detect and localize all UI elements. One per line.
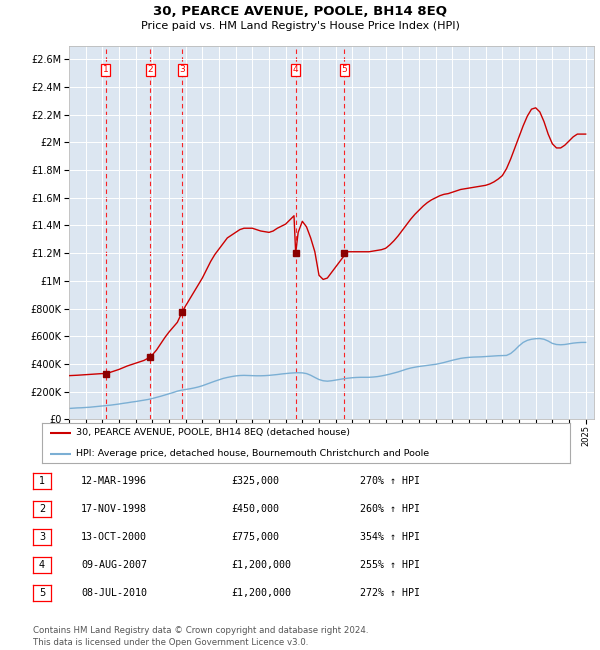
Text: 2: 2: [39, 504, 45, 514]
Text: HPI: Average price, detached house, Bournemouth Christchurch and Poole: HPI: Average price, detached house, Bour…: [76, 449, 430, 458]
Text: £775,000: £775,000: [231, 532, 279, 542]
Text: £1,200,000: £1,200,000: [231, 560, 291, 570]
Text: 12-MAR-1996: 12-MAR-1996: [81, 476, 147, 486]
Text: 3: 3: [179, 65, 185, 74]
Text: 1: 1: [39, 476, 45, 486]
Text: 1: 1: [103, 65, 109, 74]
Text: 09-AUG-2007: 09-AUG-2007: [81, 560, 147, 570]
Text: 4: 4: [293, 65, 298, 74]
Text: 4: 4: [39, 560, 45, 570]
Text: Price paid vs. HM Land Registry's House Price Index (HPI): Price paid vs. HM Land Registry's House …: [140, 21, 460, 31]
Text: 30, PEARCE AVENUE, POOLE, BH14 8EQ: 30, PEARCE AVENUE, POOLE, BH14 8EQ: [153, 5, 447, 18]
Text: 17-NOV-1998: 17-NOV-1998: [81, 504, 147, 514]
Text: 08-JUL-2010: 08-JUL-2010: [81, 588, 147, 598]
Text: £450,000: £450,000: [231, 504, 279, 514]
Text: Contains HM Land Registry data © Crown copyright and database right 2024.
This d: Contains HM Land Registry data © Crown c…: [33, 626, 368, 647]
Text: 270% ↑ HPI: 270% ↑ HPI: [360, 476, 420, 486]
Text: 354% ↑ HPI: 354% ↑ HPI: [360, 532, 420, 542]
Text: 260% ↑ HPI: 260% ↑ HPI: [360, 504, 420, 514]
Text: 3: 3: [39, 532, 45, 542]
Text: 255% ↑ HPI: 255% ↑ HPI: [360, 560, 420, 570]
Text: £325,000: £325,000: [231, 476, 279, 486]
Text: £1,200,000: £1,200,000: [231, 588, 291, 598]
Text: 13-OCT-2000: 13-OCT-2000: [81, 532, 147, 542]
Text: 5: 5: [341, 65, 347, 74]
Text: 5: 5: [39, 588, 45, 598]
Text: 272% ↑ HPI: 272% ↑ HPI: [360, 588, 420, 598]
Text: 30, PEARCE AVENUE, POOLE, BH14 8EQ (detached house): 30, PEARCE AVENUE, POOLE, BH14 8EQ (deta…: [76, 428, 350, 437]
Text: 2: 2: [148, 65, 153, 74]
